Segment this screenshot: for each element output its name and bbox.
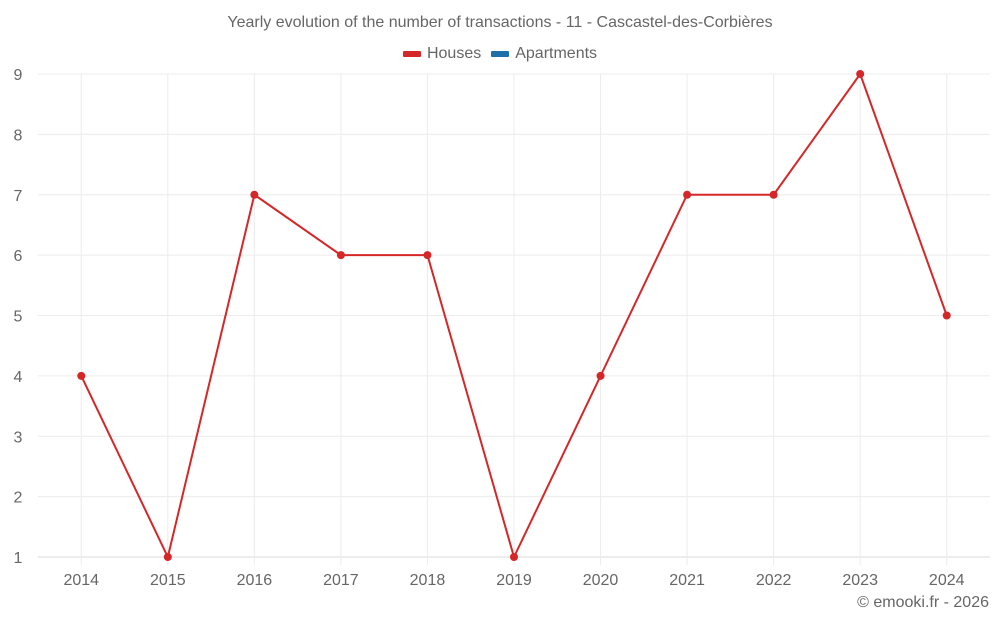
- x-tick-label: 2022: [756, 572, 792, 589]
- x-tick-label: 2019: [496, 572, 532, 589]
- data-point[interactable]: [163, 553, 172, 561]
- y-tick-label: 6: [14, 248, 23, 265]
- x-tick-label: 2016: [237, 572, 273, 589]
- data-point[interactable]: [683, 190, 692, 199]
- x-tick-label: 2014: [63, 572, 99, 589]
- data-point[interactable]: [336, 251, 345, 260]
- x-tick-label: 2018: [410, 572, 446, 589]
- chart-legend: Houses Apartments: [0, 45, 1000, 63]
- y-tick-label: 4: [14, 369, 23, 386]
- apartments-swatch-icon: [491, 51, 510, 57]
- data-point[interactable]: [510, 553, 518, 561]
- legend-item-houses[interactable]: Houses: [402, 45, 482, 63]
- houses-swatch-icon: [402, 51, 421, 57]
- data-point[interactable]: [596, 371, 605, 380]
- legend-item-apartments[interactable]: Apartments: [491, 45, 597, 63]
- y-tick-label: 7: [14, 188, 23, 205]
- data-point[interactable]: [250, 190, 259, 199]
- y-tick-label: 3: [14, 429, 23, 446]
- y-tick-label: 5: [14, 309, 23, 326]
- x-tick-label: 2020: [583, 572, 619, 589]
- chart-title: Yearly evolution of the number of transa…: [227, 14, 773, 31]
- data-point[interactable]: [77, 371, 86, 380]
- data-point[interactable]: [769, 190, 778, 199]
- y-tick-label: 2: [14, 490, 23, 507]
- copyright-credit: © emooki.fr - 2026: [857, 594, 989, 611]
- legend-label-houses: Houses: [426, 45, 482, 62]
- x-tick-label: 2015: [150, 572, 186, 589]
- y-tick-label: 8: [14, 127, 23, 144]
- x-tick-label: 2017: [323, 572, 359, 589]
- data-point[interactable]: [423, 251, 432, 260]
- data-point[interactable]: [942, 311, 951, 320]
- x-tick-label: 2024: [929, 572, 965, 589]
- y-tick-label: 9: [14, 67, 23, 84]
- x-tick-label: 2023: [842, 572, 878, 589]
- data-point[interactable]: [856, 70, 865, 78]
- legend-label-apartments: Apartments: [515, 45, 598, 62]
- x-tick-label: 2021: [669, 572, 705, 589]
- y-tick-label: 1: [14, 550, 23, 567]
